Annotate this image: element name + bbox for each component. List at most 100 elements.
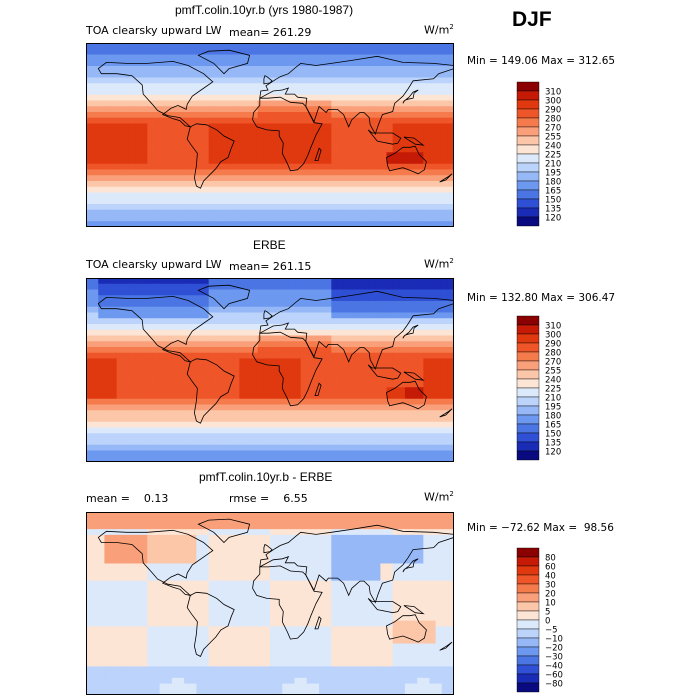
colorbar-tick-label: 195	[545, 169, 561, 179]
map-cell	[165, 135, 173, 142]
map-cell	[220, 181, 228, 188]
map-cell	[300, 106, 308, 113]
map-cell	[171, 393, 179, 400]
map-cell	[220, 60, 228, 67]
map-cell	[245, 324, 253, 331]
map-cell	[404, 209, 412, 217]
map-cell	[447, 77, 454, 84]
map-cell	[282, 83, 289, 90]
map-cell	[153, 158, 161, 165]
map-cell	[288, 89, 296, 96]
map-cell	[220, 450, 228, 457]
map-cell	[398, 48, 406, 56]
map-cell	[233, 421, 240, 429]
map-cell	[282, 427, 289, 434]
map-cell	[276, 48, 283, 56]
map-cell	[178, 83, 185, 90]
map-cell	[251, 146, 259, 153]
map-cell	[165, 215, 173, 222]
map-cell	[447, 347, 454, 354]
map-cell	[392, 215, 400, 222]
map-cell	[312, 43, 320, 50]
map-cell	[227, 209, 234, 217]
map-cell	[386, 597, 394, 605]
map-cell	[147, 329, 155, 337]
map-cell	[257, 456, 265, 462]
map-cell	[263, 295, 271, 302]
map-cell	[92, 106, 99, 113]
map-cell	[257, 100, 265, 107]
map-cell	[153, 592, 161, 599]
map-cell	[122, 278, 130, 285]
map-cell	[276, 77, 283, 84]
map-cell	[263, 586, 271, 593]
map-cell	[270, 117, 277, 125]
map-cell	[349, 60, 357, 67]
map-cell	[257, 117, 265, 125]
map-cell	[110, 129, 118, 136]
map-cell	[417, 43, 424, 50]
map-cell	[202, 100, 210, 107]
map-cell	[435, 192, 443, 199]
panel-1-colorbar: 3103002902802702552402252101951801651501…	[516, 81, 561, 227]
map-cell	[429, 387, 437, 394]
map-cell	[233, 597, 240, 605]
map-cell	[349, 146, 357, 153]
map-cell	[178, 140, 185, 148]
map-cell	[319, 181, 326, 188]
map-cell	[331, 329, 339, 337]
map-cell	[306, 198, 314, 205]
map-cell	[171, 370, 179, 377]
map-cell	[337, 534, 345, 542]
map-cell	[220, 129, 228, 136]
map-cell	[171, 186, 179, 194]
map-cell	[411, 410, 418, 417]
map-cell	[398, 158, 406, 165]
map-cell	[417, 215, 424, 222]
map-cell	[282, 375, 289, 383]
map-cell	[153, 94, 161, 102]
map-cell	[153, 209, 161, 217]
map-cell	[128, 552, 136, 559]
map-cell	[98, 364, 105, 371]
map-cell	[128, 444, 136, 452]
map-cell	[98, 517, 105, 525]
map-cell	[128, 66, 136, 73]
map-cell	[325, 318, 332, 325]
map-cell	[288, 289, 296, 296]
map-cell	[343, 597, 351, 605]
map-cell	[208, 329, 216, 337]
map-cell	[171, 312, 179, 319]
map-cell	[214, 278, 222, 285]
map-cell	[312, 523, 320, 530]
coastline	[263, 310, 273, 320]
map-cell	[239, 289, 247, 296]
map-cell	[423, 456, 431, 462]
map-cell	[214, 540, 222, 547]
map-cell	[233, 381, 240, 388]
map-cell	[116, 444, 124, 452]
map-cell	[208, 433, 216, 440]
map-cell	[276, 146, 283, 153]
map-cell	[227, 529, 234, 536]
map-cell	[368, 375, 375, 383]
map-cell	[417, 592, 424, 599]
map-cell	[374, 381, 381, 388]
map-cell	[233, 135, 240, 142]
map-cell	[386, 529, 394, 536]
map-cell	[116, 329, 124, 337]
map-cell	[190, 529, 197, 536]
map-cell	[220, 329, 228, 337]
map-cell	[178, 106, 185, 113]
map-cell	[122, 341, 130, 348]
map-cell	[331, 427, 339, 434]
map-cell	[202, 597, 210, 605]
map-cell	[135, 580, 142, 587]
map-cell	[141, 129, 148, 136]
map-cell	[404, 186, 412, 194]
map-cell	[368, 586, 375, 593]
coastline	[314, 147, 322, 161]
map-cell	[239, 586, 247, 593]
map-cell	[257, 48, 265, 56]
map-cell	[153, 100, 161, 107]
